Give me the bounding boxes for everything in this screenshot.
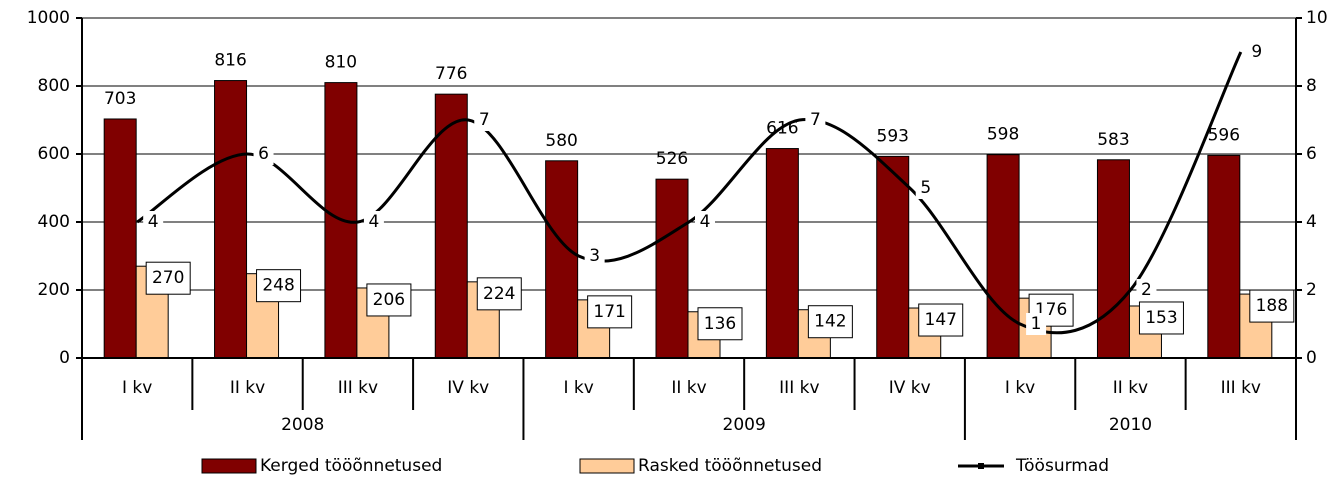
bar-value-label: 776 bbox=[435, 64, 467, 84]
label-bg bbox=[143, 211, 164, 233]
bar-value-label: 270 bbox=[152, 268, 184, 288]
label-box bbox=[1138, 301, 1184, 335]
bar-value-label: 147 bbox=[925, 310, 957, 330]
y-tick-label: 600 bbox=[38, 144, 70, 164]
y2-tick-label: 6 bbox=[1306, 144, 1317, 164]
line-value-label: 7 bbox=[479, 110, 490, 130]
bar-value-label: 593 bbox=[877, 126, 909, 146]
legend-label: Töösurmad bbox=[1015, 456, 1109, 476]
group-label: 2010 bbox=[1109, 415, 1152, 435]
x-tick-label: IV kv bbox=[889, 378, 931, 398]
x-tick-label: I kv bbox=[122, 378, 152, 398]
label-box bbox=[1249, 289, 1295, 323]
label-box bbox=[807, 305, 853, 339]
bar-value-label: 206 bbox=[373, 290, 405, 310]
label-box bbox=[587, 295, 633, 329]
legend-swatch bbox=[579, 458, 635, 474]
y2-tick-label: 8 bbox=[1306, 76, 1317, 96]
legend-swatch bbox=[201, 458, 257, 474]
line-value-label: 2 bbox=[1141, 280, 1152, 300]
label-bg bbox=[1136, 279, 1157, 301]
bar-value-label: 810 bbox=[325, 53, 357, 73]
bar-value-label: 816 bbox=[214, 51, 246, 71]
line-value-label: 9 bbox=[1251, 42, 1262, 62]
bar-value-label: 583 bbox=[1097, 130, 1129, 150]
label-bg bbox=[695, 211, 715, 233]
label-bg bbox=[253, 143, 274, 165]
bar-value-label: 171 bbox=[593, 302, 625, 322]
bar bbox=[434, 93, 468, 359]
label-box bbox=[697, 307, 743, 341]
x-tick-label: II kv bbox=[230, 378, 265, 398]
bar-value-label: 248 bbox=[262, 276, 294, 296]
label-bg bbox=[1026, 313, 1047, 335]
y-tick-label: 0 bbox=[59, 348, 70, 368]
y-tick-label: 400 bbox=[38, 212, 70, 232]
label-box bbox=[476, 277, 522, 311]
y-tick-label: 800 bbox=[38, 76, 70, 96]
x-tick-label: I kv bbox=[563, 378, 593, 398]
x-tick-label: II kv bbox=[671, 378, 706, 398]
label-box bbox=[145, 261, 191, 295]
bar-value-label: 580 bbox=[545, 131, 577, 151]
y2-tick-label: 4 bbox=[1306, 212, 1317, 232]
line-value-label: 3 bbox=[589, 246, 600, 266]
line-value-label: 5 bbox=[920, 178, 931, 198]
bar-value-label: 224 bbox=[483, 284, 515, 304]
line-value-label: 4 bbox=[368, 212, 379, 232]
x-tick-label: IV kv bbox=[447, 378, 489, 398]
bar bbox=[545, 160, 579, 359]
line-value-label: 7 bbox=[810, 110, 821, 130]
bar-value-label: 188 bbox=[1256, 296, 1288, 316]
label-bg bbox=[584, 245, 605, 267]
line-value-label: 4 bbox=[148, 212, 159, 232]
bar bbox=[655, 178, 689, 359]
label-bg bbox=[915, 177, 936, 199]
bar bbox=[986, 154, 1020, 359]
label-bg bbox=[805, 109, 826, 131]
bar-value-label: 598 bbox=[987, 125, 1019, 145]
bar-value-label: 596 bbox=[1208, 125, 1240, 145]
bar-value-label: 526 bbox=[656, 149, 688, 169]
line-value-label: 6 bbox=[258, 144, 269, 164]
y2-tick-label: 0 bbox=[1306, 348, 1317, 368]
bar bbox=[214, 80, 248, 359]
x-tick-label: I kv bbox=[1005, 378, 1035, 398]
bar bbox=[765, 148, 799, 359]
bar bbox=[1096, 159, 1130, 359]
line bbox=[136, 51, 1243, 335]
bar-value-label: 703 bbox=[104, 89, 136, 109]
group-label: 2009 bbox=[723, 415, 766, 435]
y2-tick-label: 2 bbox=[1306, 280, 1317, 300]
legend-label: Rasked tööõnnetused bbox=[638, 456, 822, 476]
label-bg bbox=[1246, 41, 1267, 63]
bar bbox=[103, 118, 137, 359]
bar bbox=[1207, 154, 1241, 359]
y-tick-label: 200 bbox=[38, 280, 70, 300]
bar-value-label: 153 bbox=[1145, 308, 1177, 328]
label-box bbox=[256, 269, 302, 303]
line-value-label: 1 bbox=[1031, 314, 1042, 334]
bar-value-label: 142 bbox=[814, 312, 846, 332]
line-value-label: 4 bbox=[700, 212, 711, 232]
y2-tick-label: 10 bbox=[1306, 8, 1328, 28]
x-tick-label: III kv bbox=[1221, 378, 1261, 398]
group-label: 2008 bbox=[281, 415, 324, 435]
legend-label: Kerged tööõnnetused bbox=[260, 456, 442, 476]
label-bg bbox=[363, 211, 384, 233]
label-box bbox=[918, 303, 964, 337]
bar-value-label: 136 bbox=[704, 314, 736, 334]
x-tick-label: III kv bbox=[779, 378, 819, 398]
bar bbox=[876, 155, 910, 359]
label-box bbox=[366, 283, 412, 317]
label-bg bbox=[474, 109, 495, 131]
y-tick-label: 1000 bbox=[27, 8, 70, 28]
x-tick-label: III kv bbox=[338, 378, 378, 398]
x-tick-label: II kv bbox=[1113, 378, 1148, 398]
